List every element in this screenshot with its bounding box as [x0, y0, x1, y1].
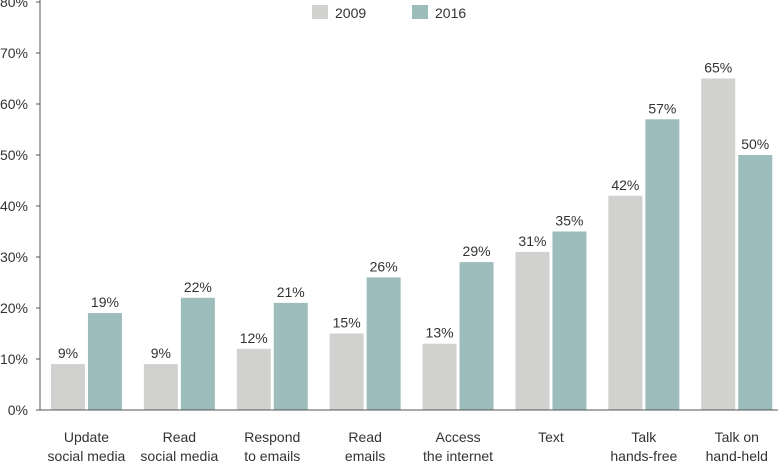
- bar-2016: [87, 313, 122, 410]
- data-labels: 9% 19% 9% 22% 12% 21% 15% 26% 13% 29% 31% 35% 42% 57%…: [58, 60, 769, 362]
- x-category-line: Access: [435, 429, 480, 445]
- bar-2016: [738, 155, 773, 410]
- x-category-label: Text: [538, 429, 564, 445]
- y-tick-label: 10%: [0, 351, 28, 367]
- y-tick-label: 80%: [0, 0, 28, 10]
- x-category-line: Respond: [244, 429, 300, 445]
- bar-2009: [50, 364, 85, 410]
- y-tick-label: 0%: [8, 402, 28, 418]
- legend-swatch-2016: [412, 5, 428, 19]
- data-label-2016: 35%: [555, 213, 583, 229]
- y-tick-label: 40%: [0, 198, 28, 214]
- x-category-line: Update: [64, 429, 109, 445]
- data-label-2016: 57%: [648, 100, 676, 116]
- bar-2009: [236, 348, 271, 410]
- bars: [50, 78, 773, 411]
- bar-2009: [329, 333, 364, 410]
- y-tick-label: 30%: [0, 249, 28, 265]
- legend-label-2016: 2016: [435, 5, 466, 21]
- data-label-2009: 15%: [333, 315, 361, 331]
- legend: 2009 2016: [312, 5, 466, 21]
- x-category-label: Respond to emails: [244, 429, 300, 464]
- y-tick-label: 20%: [0, 300, 28, 316]
- bar-2009: [701, 78, 736, 410]
- data-label-2009: 13%: [426, 325, 454, 341]
- data-label-2016: 29%: [463, 243, 491, 259]
- x-category-line: emails: [345, 448, 385, 464]
- data-label-2016: 19%: [91, 294, 119, 310]
- data-label-2016: 21%: [277, 284, 305, 300]
- data-label-2016: 50%: [741, 136, 769, 152]
- x-category-line: Text: [538, 429, 564, 445]
- x-category-label: Read social media: [140, 429, 218, 464]
- x-axis: Update social media Read social media Respon…: [40, 409, 778, 464]
- x-category-line: the internet: [423, 448, 493, 464]
- bar-2009: [608, 195, 643, 410]
- legend-swatch-2009: [312, 5, 328, 19]
- bar-2016: [366, 277, 401, 410]
- data-label-2016: 22%: [184, 279, 212, 295]
- x-category-line: Read: [348, 429, 381, 445]
- x-category-label: Access the internet: [423, 429, 493, 464]
- y-tick-label: 50%: [0, 147, 28, 163]
- bar-2009: [422, 343, 457, 410]
- y-tick-label: 70%: [0, 45, 28, 61]
- x-category-line: Talk on: [715, 429, 759, 445]
- x-category-label: Update social media: [48, 429, 126, 464]
- bar-2016: [552, 231, 587, 410]
- x-category-line: to emails: [244, 448, 300, 464]
- bar-2016: [180, 297, 215, 410]
- x-category-line: hand-held: [706, 448, 768, 464]
- legend-label-2009: 2009: [335, 5, 366, 21]
- x-category-line: Talk: [631, 429, 657, 445]
- x-category-label: Talk on hand-held: [706, 429, 768, 464]
- x-category-label: Talk hands-free: [610, 429, 677, 464]
- data-label-2009: 12%: [240, 330, 268, 346]
- x-category-label: Read emails: [345, 429, 385, 464]
- x-category-line: Read: [163, 429, 196, 445]
- bar-2009: [515, 251, 550, 410]
- data-label-2009: 65%: [704, 60, 732, 76]
- data-label-2009: 9%: [151, 345, 171, 361]
- x-category-line: social media: [48, 448, 126, 464]
- bar-2009: [143, 364, 178, 410]
- data-label-2016: 26%: [370, 258, 398, 274]
- y-tick-label: 60%: [0, 96, 28, 112]
- data-label-2009: 42%: [611, 177, 639, 193]
- data-label-2009: 31%: [518, 233, 546, 249]
- bar-2016: [645, 119, 680, 411]
- y-axis: 0% 10% 20% 30% 40% 50% 60% 70% 80%: [0, 0, 41, 418]
- x-category-line: social media: [140, 448, 218, 464]
- data-label-2009: 9%: [58, 345, 78, 361]
- bar-2016: [273, 302, 308, 410]
- bar-2016: [459, 262, 494, 410]
- x-category-line: hands-free: [610, 448, 677, 464]
